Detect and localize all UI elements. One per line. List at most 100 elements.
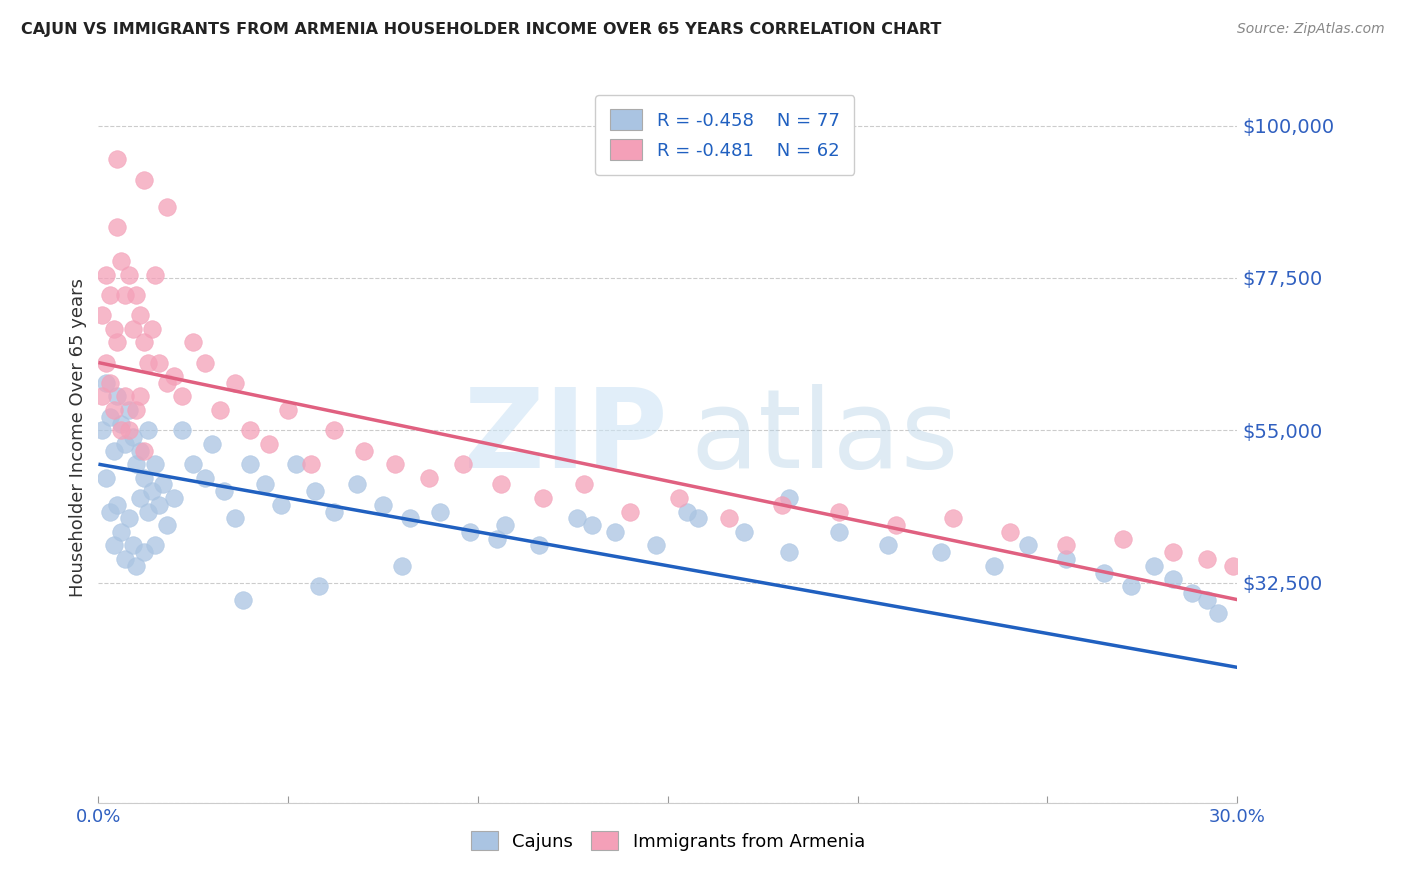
Point bbox=[129, 491, 152, 505]
Point bbox=[114, 288, 136, 302]
Point bbox=[125, 457, 148, 471]
Point bbox=[103, 538, 125, 552]
Point bbox=[304, 484, 326, 499]
Point bbox=[581, 518, 603, 533]
Point bbox=[107, 220, 129, 235]
Point bbox=[129, 443, 152, 458]
Point bbox=[110, 417, 132, 431]
Point bbox=[163, 491, 186, 505]
Point bbox=[170, 389, 193, 403]
Point bbox=[1143, 558, 1166, 573]
Point bbox=[239, 457, 262, 471]
Point bbox=[733, 524, 755, 539]
Point bbox=[232, 592, 254, 607]
Point bbox=[929, 545, 952, 559]
Legend: Cajuns, Immigrants from Armenia: Cajuns, Immigrants from Armenia bbox=[461, 822, 875, 860]
Point bbox=[183, 335, 205, 350]
Point bbox=[141, 322, 163, 336]
Point bbox=[132, 335, 155, 350]
Point bbox=[118, 511, 141, 525]
Point bbox=[527, 538, 550, 552]
Point bbox=[1112, 532, 1135, 546]
Point bbox=[308, 579, 330, 593]
Point bbox=[136, 505, 159, 519]
Point bbox=[145, 538, 167, 552]
Point bbox=[224, 376, 246, 390]
Point bbox=[688, 511, 710, 525]
Point bbox=[132, 471, 155, 485]
Point bbox=[94, 376, 117, 390]
Point bbox=[163, 369, 186, 384]
Point bbox=[91, 389, 114, 403]
Point bbox=[148, 355, 170, 369]
Point bbox=[129, 308, 152, 322]
Point bbox=[983, 558, 1005, 573]
Point bbox=[460, 524, 482, 539]
Point bbox=[114, 437, 136, 451]
Point bbox=[107, 498, 129, 512]
Point bbox=[183, 457, 205, 471]
Point bbox=[110, 524, 132, 539]
Point bbox=[170, 423, 193, 437]
Point bbox=[398, 511, 420, 525]
Point bbox=[565, 511, 588, 525]
Y-axis label: Householder Income Over 65 years: Householder Income Over 65 years bbox=[69, 277, 87, 597]
Point bbox=[574, 477, 596, 491]
Point bbox=[877, 538, 900, 552]
Point bbox=[152, 477, 174, 491]
Point bbox=[91, 308, 114, 322]
Point bbox=[322, 505, 344, 519]
Point bbox=[778, 545, 800, 559]
Point bbox=[451, 457, 474, 471]
Point bbox=[259, 437, 281, 451]
Point bbox=[132, 545, 155, 559]
Point bbox=[156, 200, 179, 214]
Point bbox=[94, 471, 117, 485]
Point bbox=[103, 443, 125, 458]
Point bbox=[778, 491, 800, 505]
Point bbox=[1094, 566, 1116, 580]
Point bbox=[1056, 552, 1078, 566]
Point bbox=[717, 511, 740, 525]
Point bbox=[224, 511, 246, 525]
Point bbox=[201, 437, 224, 451]
Point bbox=[1018, 538, 1040, 552]
Point bbox=[156, 376, 179, 390]
Point bbox=[299, 457, 322, 471]
Point bbox=[194, 471, 217, 485]
Point bbox=[98, 376, 121, 390]
Point bbox=[129, 389, 152, 403]
Point bbox=[114, 552, 136, 566]
Point bbox=[391, 558, 413, 573]
Point bbox=[828, 524, 851, 539]
Point bbox=[148, 498, 170, 512]
Point bbox=[212, 484, 235, 499]
Point bbox=[998, 524, 1021, 539]
Point bbox=[884, 518, 907, 533]
Point bbox=[645, 538, 668, 552]
Point bbox=[270, 498, 292, 512]
Point bbox=[103, 322, 125, 336]
Point bbox=[94, 268, 117, 282]
Text: Source: ZipAtlas.com: Source: ZipAtlas.com bbox=[1237, 22, 1385, 37]
Point bbox=[141, 484, 163, 499]
Point bbox=[121, 538, 143, 552]
Point bbox=[156, 518, 179, 533]
Point bbox=[98, 409, 121, 424]
Point bbox=[98, 505, 121, 519]
Point bbox=[132, 172, 155, 186]
Point bbox=[371, 498, 394, 512]
Point bbox=[429, 505, 451, 519]
Point bbox=[107, 153, 129, 167]
Point bbox=[110, 254, 132, 268]
Point bbox=[277, 403, 299, 417]
Point bbox=[531, 491, 554, 505]
Point bbox=[132, 443, 155, 458]
Point bbox=[770, 498, 793, 512]
Point bbox=[1161, 545, 1184, 559]
Point bbox=[118, 403, 141, 417]
Point bbox=[114, 389, 136, 403]
Point bbox=[603, 524, 626, 539]
Point bbox=[208, 403, 231, 417]
Point bbox=[322, 423, 344, 437]
